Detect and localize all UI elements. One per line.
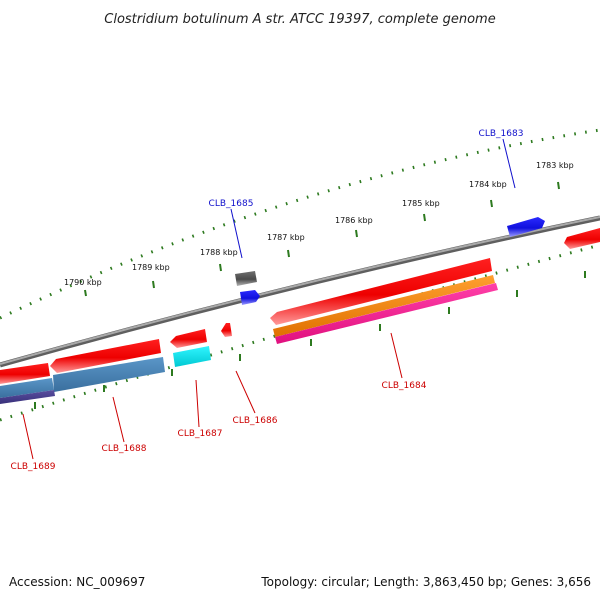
inner-scale-ring xyxy=(0,243,600,422)
genome-summary: Topology: circular; Length: 3,863,450 bp… xyxy=(260,575,591,589)
tick-label: 1783 kbp xyxy=(536,161,574,170)
gene-label-clb-1684[interactable]: CLB_1684 xyxy=(382,381,427,391)
label-leaders xyxy=(22,138,516,460)
gene-labels: CLB_1683 CLB_1684 CLB_1685 CLB_1686 CLB_… xyxy=(11,129,524,472)
cds-arrow-clb-1687[interactable] xyxy=(170,329,207,348)
feature-cyan-box xyxy=(173,346,211,367)
feature-magenta-bar xyxy=(275,283,498,344)
map-title: Clostridium botulinum A str. ATCC 19397,… xyxy=(104,12,495,27)
cds-arrow-clb-1684[interactable] xyxy=(270,258,492,325)
gene-label-clb-1689[interactable]: CLB_1689 xyxy=(11,462,56,472)
cds-arrow-clb-1689[interactable] xyxy=(0,363,50,384)
tick-label: 1789 kbp xyxy=(132,263,170,272)
feature-steelblue-bar-left xyxy=(0,378,54,398)
scale-tick-labels: 1783 kbp 1784 kbp 1785 kbp 1786 kbp 1787… xyxy=(64,161,574,287)
tick-label: 1790 kbp xyxy=(64,278,102,287)
tick-label: 1785 kbp xyxy=(402,199,440,208)
tick-label: 1787 kbp xyxy=(267,233,305,242)
cds-arrow-clb-1683[interactable] xyxy=(507,217,545,237)
cds-arrow-clb-1686[interactable] xyxy=(221,323,232,337)
cds-arrow-clb-1685[interactable] xyxy=(240,290,260,305)
accession-label: Accession: NC_009697 xyxy=(9,575,145,589)
outer-scale-ring xyxy=(0,128,600,320)
inner-major-ticks xyxy=(34,271,586,409)
cds-box-gray[interactable] xyxy=(235,271,257,286)
cds-arrow-right-edge[interactable] xyxy=(564,228,600,249)
gene-label-clb-1687[interactable]: CLB_1687 xyxy=(178,429,223,439)
gene-label-clb-1685[interactable]: CLB_1685 xyxy=(209,199,254,209)
cds-arrow-clb-1688[interactable] xyxy=(50,339,161,373)
tick-label: 1784 kbp xyxy=(469,180,507,189)
feature-orange-bar xyxy=(273,275,495,337)
feature-purple-bar xyxy=(0,390,55,404)
gene-label-clb-1688[interactable]: CLB_1688 xyxy=(102,444,147,454)
gene-label-clb-1686[interactable]: CLB_1686 xyxy=(233,416,278,426)
outer-major-ticks xyxy=(84,181,560,297)
feature-steelblue-bar xyxy=(53,357,165,392)
tick-label: 1786 kbp xyxy=(335,216,373,225)
gene-label-clb-1683[interactable]: CLB_1683 xyxy=(479,129,524,139)
tick-label: 1788 kbp xyxy=(200,248,238,257)
